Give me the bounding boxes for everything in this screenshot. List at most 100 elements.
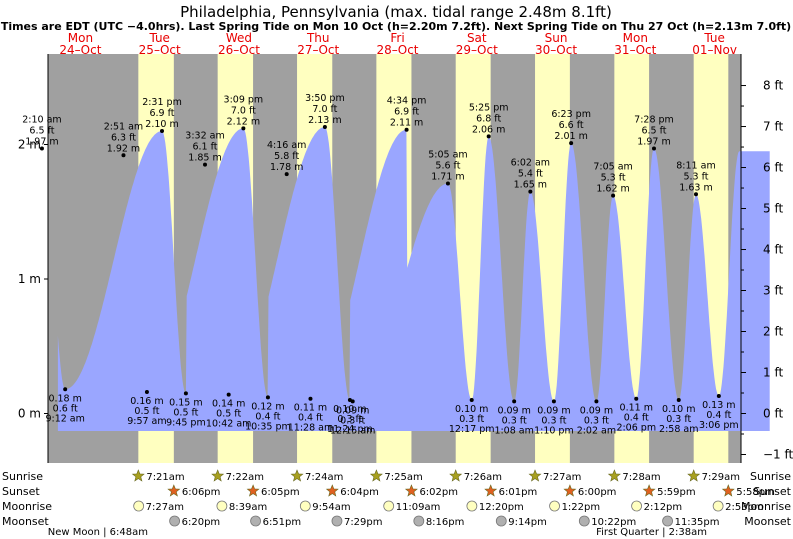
high-tide-point [404, 127, 409, 132]
day-name: Sun [545, 31, 568, 45]
low-tide-point [265, 395, 270, 400]
high-tide-point [203, 162, 208, 167]
sunset-icon [167, 484, 181, 497]
tide-m-label: 0.11 m [620, 403, 653, 414]
moonrise-time: 8:39am [229, 502, 267, 513]
tide-ft-label: 0.3 ft [584, 415, 609, 426]
left-axis-tick-label: 2 m [18, 138, 41, 152]
sunset-time: 6:02pm [419, 487, 458, 498]
moonrise-time: 9:54am [312, 502, 350, 513]
right-axis-tick-label: 5 ft [763, 202, 783, 216]
right-axis-tick-label: 0 ft [763, 407, 783, 421]
moon-phase-label: New Moon | 6:48am [48, 527, 148, 538]
high-tide-point [322, 125, 327, 130]
high-tide-point [569, 141, 574, 146]
tide-m-label: 1.97 m [637, 137, 670, 148]
sunrise-icon [369, 469, 383, 482]
day-date: 01–Nov [692, 43, 737, 57]
low-tide-point [634, 396, 639, 401]
tide-time-label: 9:57 am [127, 416, 166, 427]
moonset-time: 6:51pm [263, 517, 302, 528]
tide-ft-label: 0.5 ft [216, 409, 241, 420]
left-axis-tick-label: 0 m [18, 407, 41, 421]
tide-time-label: 5:25 pm [469, 102, 509, 113]
sunset-icon [721, 484, 735, 497]
tide-m-label: 1.97 m [25, 137, 58, 148]
day-name: Mon [623, 31, 648, 45]
tide-ft-label: 6.6 ft [559, 120, 584, 131]
tide-ft-label: 5.8 ft [274, 151, 299, 162]
moonset-row-label: Moonset [2, 515, 49, 528]
moonrise-icon [133, 500, 145, 512]
tide-time-label: 1:08 am [494, 425, 533, 436]
tide-time-label: 2:02 am [577, 425, 616, 436]
moonrise-time: 2:12pm [644, 502, 683, 513]
high-tide-point [693, 192, 698, 197]
moonset-time: 6:20pm [182, 517, 221, 528]
low-tide-point [350, 399, 355, 404]
tide-ft-label: 0.4 ft [298, 413, 323, 424]
rows-background [0, 463, 793, 539]
tide-ft-label: 5.3 ft [601, 173, 626, 184]
tide-m-label: 0.09 m [497, 405, 530, 416]
tide-m-label: 0.09 m [336, 405, 369, 416]
day-name: Mon [68, 31, 93, 45]
tide-m-label: 0.12 m [251, 401, 284, 412]
sunset-time: 6:05pm [261, 487, 300, 498]
moonrise-time: 11:09am [396, 502, 441, 513]
high-tide-point [241, 126, 246, 131]
tide-m-label: 2.01 m [554, 131, 587, 142]
high-tide-point [39, 146, 44, 151]
sunrise-time: 7:25am [384, 472, 422, 483]
day-date: 24–Oct [59, 43, 101, 57]
sunset-time: 6:01pm [499, 487, 538, 498]
day-date: 31–Oct [614, 43, 656, 57]
tide-ft-label: 0.5 ft [173, 407, 198, 418]
moonrise-icon [299, 500, 311, 512]
tide-ft-label: 0.4 ft [706, 410, 731, 421]
day-name: Thu [306, 31, 330, 45]
tide-m-label: 0.11 m [294, 403, 327, 414]
sunrise-icon [528, 469, 542, 482]
tide-ft-label: 0.6 ft [53, 403, 78, 414]
high-tide-point [121, 153, 126, 158]
tide-time-label: 2:51 am [104, 121, 143, 132]
moonrise-icon [466, 500, 478, 512]
sunset-time: 6:00pm [578, 487, 617, 498]
moonset-icon [495, 515, 507, 527]
tide-time-label: 7:05 am [593, 162, 632, 173]
day-date: 28–Oct [376, 43, 418, 57]
sunrise-time: 7:24am [305, 472, 343, 483]
low-tide-point [144, 389, 149, 394]
sunrise-time: 7:29am [702, 472, 740, 483]
tide-m-label: 2.10 m [145, 119, 178, 130]
tide-m-label: 0.14 m [212, 399, 245, 410]
tide-m-label: 2.11 m [390, 118, 423, 129]
tide-m-label: 2.06 m [472, 124, 505, 135]
moonset-icon [578, 515, 590, 527]
tide-time-label: 3:06 pm [699, 420, 739, 431]
day-name: Tue [703, 31, 725, 45]
moonset-time: 9:14pm [508, 517, 547, 528]
tide-ft-label: 6.5 ft [641, 126, 666, 137]
tide-ft-label: 7.0 ft [312, 104, 337, 115]
sunrise-icon [131, 469, 145, 482]
sunset-row-label: Sunset [2, 485, 40, 498]
right-axis-tick-label: 1 ft [763, 366, 783, 380]
low-tide-point [469, 398, 474, 403]
sunrise-icon [449, 469, 463, 482]
day-labels: Mon24–OctTue25–OctWed26–OctThu27–OctFri2… [59, 31, 737, 57]
moonrise-icon [631, 500, 642, 512]
tide-ft-label: 6.8 ft [476, 113, 501, 124]
tide-time-label: 2:06 pm [616, 423, 656, 434]
tide-time-label: 3:32 am [185, 131, 224, 142]
sunset-time: 5:59pm [657, 487, 696, 498]
moonrise-row-label: Moonrise [2, 500, 52, 513]
axes: 0 m 1 m 2 m −1 ft 0 ft 1 ft 2 ft 3 ft 4 ft 5 ft 6 … [18, 54, 793, 463]
day-date: 30–Oct [535, 43, 577, 57]
tide-m-label: 0.09 m [537, 405, 570, 416]
tide-ft-label: 5.6 ft [435, 161, 460, 172]
tide-m-label: 2.12 m [227, 116, 260, 127]
low-tide-point [308, 396, 313, 401]
tide-time-label: 9:12 am [45, 413, 84, 424]
